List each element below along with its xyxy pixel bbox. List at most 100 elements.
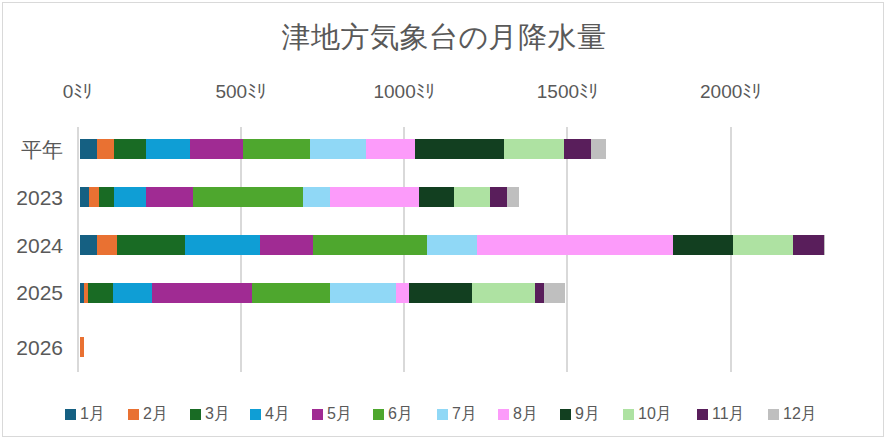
legend-item-2月[interactable]: 2月: [128, 403, 168, 425]
legend-swatch: [250, 409, 261, 420]
chart-root: { "chart_data": { "type": "bar", "orient…: [0, 0, 888, 445]
legend-swatch: [312, 409, 323, 420]
x-axis-tick-label: 1500ﾐﾘ: [497, 81, 637, 103]
legend-swatch: [768, 409, 779, 420]
bar-segment-2025-5月[interactable]: [152, 283, 252, 303]
bar-row-2025: [80, 283, 566, 303]
bar-row-2023: [80, 187, 519, 207]
legend-label: 10月: [638, 404, 672, 425]
bar-segment-2024-10月[interactable]: [733, 235, 793, 255]
bar-segment-2024-6月[interactable]: [313, 235, 426, 255]
bar-segment-平年-11月[interactable]: [564, 139, 590, 159]
bar-segment-2025-6月[interactable]: [252, 283, 330, 303]
bar-segment-平年-7月[interactable]: [310, 139, 366, 159]
legend-item-8月[interactable]: 8月: [498, 403, 538, 425]
legend-item-12月[interactable]: 12月: [768, 403, 817, 425]
legend-swatch: [623, 409, 634, 420]
bar-segment-2023-7月[interactable]: [303, 187, 330, 207]
bar-segment-平年-8月[interactable]: [366, 139, 415, 159]
legend-label: 11月: [712, 404, 745, 425]
bar-segment-2025-4月[interactable]: [113, 283, 152, 303]
bar-segment-平年-6月[interactable]: [243, 139, 310, 159]
bar-segment-2025-8月[interactable]: [396, 283, 409, 303]
legend-label: 9月: [575, 404, 600, 425]
bar-segment-2025-9月[interactable]: [409, 283, 472, 303]
bar-segment-平年-9月[interactable]: [415, 139, 504, 159]
legend-label: 2月: [143, 404, 168, 425]
bar-segment-平年-4月[interactable]: [146, 139, 190, 159]
bar-segment-2024-3月[interactable]: [117, 235, 185, 255]
bar-row-2024: [80, 235, 826, 255]
legend-swatch: [65, 409, 76, 420]
legend-label: 1月: [80, 404, 105, 425]
legend-label: 3月: [205, 404, 230, 425]
bar-segment-2023-10月[interactable]: [454, 187, 490, 207]
category-label: 2024: [0, 233, 63, 258]
bar-segment-平年-10月[interactable]: [504, 139, 565, 159]
bar-segment-2024-12月[interactable]: [824, 235, 825, 255]
bar-segment-2023-6月[interactable]: [193, 187, 303, 207]
bar-segment-2023-2月[interactable]: [89, 187, 99, 207]
bar-segment-平年-12月[interactable]: [591, 139, 607, 159]
x-axis-tick-label: 0ﾐﾘ: [8, 81, 148, 103]
bar-segment-2023-9月[interactable]: [419, 187, 454, 207]
bar-segment-2025-11月[interactable]: [535, 283, 543, 303]
bar-segment-2025-12月[interactable]: [544, 283, 566, 303]
bar-segment-2023-12月[interactable]: [507, 187, 518, 207]
legend-item-6月[interactable]: 6月: [373, 403, 413, 425]
legend-label: 7月: [452, 404, 477, 425]
bar-segment-2025-7月[interactable]: [330, 283, 396, 303]
bar-row-平年: [80, 139, 607, 159]
legend-swatch: [373, 409, 384, 420]
legend-label: 12月: [783, 404, 817, 425]
bar-segment-2025-10月[interactable]: [472, 283, 535, 303]
bar-row-2026: [80, 337, 85, 357]
bar-segment-2023-4月[interactable]: [114, 187, 146, 207]
bar-segment-2023-8月[interactable]: [330, 187, 419, 207]
legend-label: 8月: [513, 404, 538, 425]
bar-segment-2023-5月[interactable]: [146, 187, 193, 207]
x-axis-tick-label: 1000ﾐﾘ: [334, 81, 474, 103]
gridline-0: [77, 127, 79, 372]
legend-item-10月[interactable]: 10月: [623, 403, 672, 425]
x-axis-tick-label: 500ﾐﾘ: [171, 81, 311, 103]
legend-item-11月[interactable]: 11月: [697, 403, 745, 425]
category-label: 2026: [0, 335, 63, 360]
legend-swatch: [560, 409, 571, 420]
bar-segment-2024-5月[interactable]: [260, 235, 313, 255]
legend-item-9月[interactable]: 9月: [560, 403, 600, 425]
bar-segment-2024-4月[interactable]: [185, 235, 260, 255]
bar-segment-2023-3月[interactable]: [99, 187, 114, 207]
bar-segment-2023-11月[interactable]: [490, 187, 507, 207]
legend-label: 6月: [388, 404, 413, 425]
chart-title: 津地方気象台の月降水量: [0, 18, 888, 58]
x-axis-tick-label: 2000ﾐﾘ: [661, 81, 801, 103]
legend-swatch: [697, 409, 708, 420]
bar-segment-平年-5月[interactable]: [190, 139, 243, 159]
bar-segment-2023-1月[interactable]: [80, 187, 89, 207]
legend-swatch: [128, 409, 139, 420]
bar-segment-2024-2月[interactable]: [97, 235, 117, 255]
legend-swatch: [190, 409, 201, 420]
legend-label: 5月: [327, 404, 352, 425]
bar-segment-平年-3月[interactable]: [114, 139, 146, 159]
bar-segment-2024-7月[interactable]: [427, 235, 477, 255]
legend-swatch: [498, 409, 509, 420]
bar-segment-2025-3月[interactable]: [88, 283, 113, 303]
legend-label: 4月: [265, 404, 290, 425]
legend-item-5月[interactable]: 5月: [312, 403, 352, 425]
bar-segment-2024-11月[interactable]: [793, 235, 824, 255]
bar-segment-2024-9月[interactable]: [673, 235, 733, 255]
legend-item-1月[interactable]: 1月: [65, 403, 105, 425]
category-label: 2023: [0, 185, 63, 210]
bar-segment-2026-2月[interactable]: [80, 337, 85, 357]
chart-frame: [2, 2, 884, 437]
legend-item-7月[interactable]: 7月: [437, 403, 477, 425]
legend-item-3月[interactable]: 3月: [190, 403, 230, 425]
legend-item-4月[interactable]: 4月: [250, 403, 290, 425]
bar-segment-平年-2月[interactable]: [97, 139, 115, 159]
bar-segment-2024-1月[interactable]: [80, 235, 97, 255]
bar-segment-平年-1月[interactable]: [80, 139, 97, 159]
category-label: 2025: [0, 280, 63, 305]
bar-segment-2024-8月[interactable]: [477, 235, 673, 255]
